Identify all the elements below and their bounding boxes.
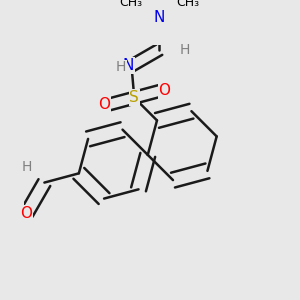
Text: CH₃: CH₃ — [119, 0, 142, 9]
Text: H: H — [22, 160, 32, 174]
Text: S: S — [129, 90, 139, 105]
Text: N: N — [122, 58, 134, 73]
Text: CH₃: CH₃ — [176, 0, 199, 9]
Text: O: O — [21, 206, 33, 221]
Text: O: O — [98, 97, 110, 112]
Text: O: O — [158, 83, 170, 98]
Text: H: H — [180, 43, 190, 57]
Text: N: N — [154, 10, 165, 25]
Text: H: H — [116, 60, 127, 74]
